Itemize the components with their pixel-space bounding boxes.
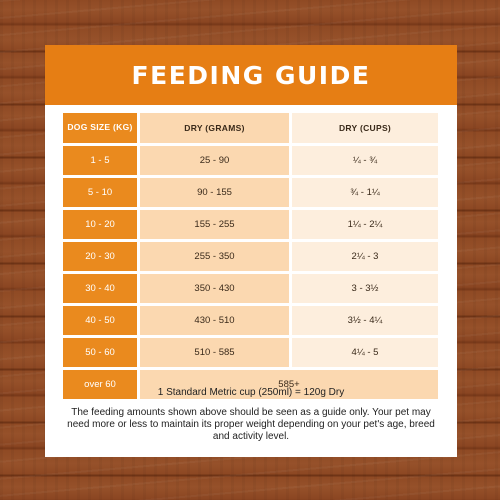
dry-cups-cell: 3½ - 4¼ xyxy=(292,306,438,335)
title-banner: FEEDING GUIDE xyxy=(45,45,457,105)
table-row: 10 - 20 155 - 255 1¼ - 2¼ xyxy=(63,210,439,239)
table-row: 1 - 5 25 - 90 ¼ - ¾ xyxy=(63,146,439,175)
table-row: 40 - 50 430 - 510 3½ - 4¼ xyxy=(63,306,439,335)
column-header-dry-grams: DRY (GRAMS) xyxy=(140,113,289,143)
column-header-dry-cups: DRY (CUPS) xyxy=(292,113,438,143)
dry-cups-cell: 2¼ - 3 xyxy=(292,242,438,271)
dog-size-cell: 30 - 40 xyxy=(63,274,137,303)
dog-size-cell: 5 - 10 xyxy=(63,178,137,207)
dog-size-cell: over 60 xyxy=(63,370,137,399)
table-row: 50 - 60 510 - 585 4¼ - 5 xyxy=(63,338,439,367)
page-title: FEEDING GUIDE xyxy=(131,60,371,90)
dry-cups-cell: ¾ - 1¼ xyxy=(292,178,438,207)
dry-grams-cell: 510 - 585 xyxy=(140,338,289,367)
dry-cups-cell: 4¼ - 5 xyxy=(292,338,438,367)
dry-cups-cell: ¼ - ¾ xyxy=(292,146,438,175)
table-row: 20 - 30 255 - 350 2¼ - 3 xyxy=(63,242,439,271)
feeding-disclaimer: The feeding amounts shown above should b… xyxy=(67,407,435,442)
dry-grams-cell: 90 - 155 xyxy=(140,178,289,207)
column-header-dog-size: DOG SIZE (KG) xyxy=(63,113,137,143)
dry-grams-cell: 155 - 255 xyxy=(140,210,289,239)
cup-conversion-note: 1 Standard Metric cup (250ml) = 120g Dry xyxy=(157,387,345,398)
dry-grams-cell: 430 - 510 xyxy=(140,306,289,335)
dog-size-cell: 20 - 30 xyxy=(63,242,137,271)
table-row: 5 - 10 90 - 155 ¾ - 1¼ xyxy=(63,178,439,207)
table-header-row: DOG SIZE (KG) DRY (GRAMS) DRY (CUPS) xyxy=(63,113,439,143)
table-row: over 60 585+ xyxy=(63,370,439,399)
dog-size-cell: 1 - 5 xyxy=(63,146,137,175)
feeding-table: DOG SIZE (KG) DRY (GRAMS) DRY (CUPS) 1 -… xyxy=(63,113,439,399)
dry-grams-cell: 255 - 350 xyxy=(140,242,289,271)
dry-cups-cell: 3 - 3½ xyxy=(292,274,438,303)
dry-grams-cell: 350 - 430 xyxy=(140,274,289,303)
dry-grams-cell: 25 - 90 xyxy=(140,146,289,175)
dog-size-cell: 10 - 20 xyxy=(63,210,137,239)
dog-size-cell: 40 - 50 xyxy=(63,306,137,335)
dry-cups-cell: 1¼ - 2¼ xyxy=(292,210,438,239)
dry-amount-merged-cell: 585+ xyxy=(140,370,438,399)
table-row: 30 - 40 350 - 430 3 - 3½ xyxy=(63,274,439,303)
feeding-guide-card: FEEDING GUIDE DOG SIZE (KG) DRY (GRAMS) … xyxy=(45,45,457,457)
dog-size-cell: 50 - 60 xyxy=(63,338,137,367)
